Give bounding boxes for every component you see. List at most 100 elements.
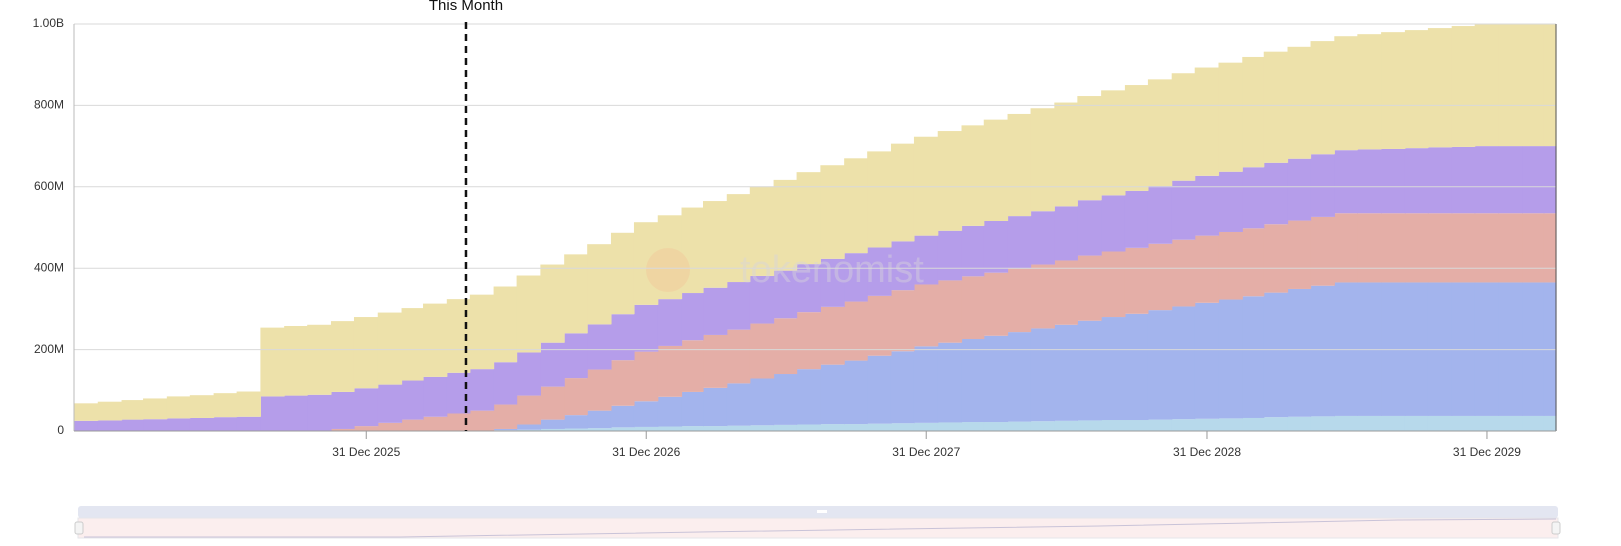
area-step [1147,310,1173,420]
area-step [353,388,379,427]
area-step [937,230,963,281]
axes: 0 200M 400M 600M 800M 1.00B 31 Dec 2025 31 Dec … [33,0,1557,459]
area-step [1124,85,1149,191]
area-step [1054,102,1078,207]
area-step [1101,420,1126,431]
area-step [189,395,215,418]
area-step [844,424,868,431]
watermark-group: tokenomist [646,248,924,292]
area-step [703,287,728,335]
x-tick-label: 31 Dec 2029 [1453,445,1521,459]
area-step [1287,288,1312,417]
area-step [1218,62,1243,172]
area-step [1171,239,1196,307]
area-step [773,374,798,425]
area-step [469,410,495,431]
area-step [726,282,751,330]
area-step [773,179,798,271]
area-step [1451,213,1476,283]
area-step [1147,243,1173,311]
navigator-handle-right[interactable] [1551,521,1561,535]
area-step [610,314,635,361]
area-step [867,355,892,424]
navigator-handle-left[interactable] [74,521,84,535]
area-step [820,424,845,431]
area-step [1242,56,1265,168]
area-step [703,201,728,288]
area-step [143,419,168,431]
area-step [1474,213,1500,283]
area-step [564,254,588,334]
area-step [1101,90,1126,196]
area-step [773,424,798,431]
area-step [844,301,868,361]
area-step [890,351,915,424]
area-step [1357,149,1382,214]
area-step [610,232,635,315]
area-step [633,304,659,352]
area-step [633,426,659,431]
area-step [1263,224,1289,293]
area-step [1263,292,1289,418]
area-step [166,418,191,431]
area-step [867,247,892,296]
area-step [1334,150,1358,214]
area-step [1030,264,1055,329]
area-step [937,342,963,423]
watermark: tokenomist [740,249,924,291]
area-step [1077,200,1102,256]
area-step [1218,418,1243,431]
area-step [1427,415,1453,431]
area-step [1310,416,1335,431]
area-step [1404,148,1429,214]
area-step [587,324,612,370]
area-step [749,425,775,431]
area-step [867,151,892,248]
y-tick-label: 200M [34,342,64,356]
area-step [493,404,518,429]
area-step [1171,306,1196,420]
area-step [516,275,541,353]
area-step [1030,421,1055,431]
area-step [1543,24,1557,147]
area-step [260,327,285,397]
area-step [1498,24,1523,147]
area-step [516,429,541,431]
navigator-grip[interactable] [817,510,827,513]
marker-label: This Month [429,0,503,14]
area-step [97,420,123,431]
area-step [1194,175,1220,236]
area-step [121,400,144,420]
area-step [1077,96,1102,201]
area-step [516,352,541,396]
area-step [726,383,751,426]
area-step [1263,162,1289,225]
area-step [353,426,379,431]
area-step [1310,285,1335,417]
area-step [983,422,1009,431]
area-step [236,391,262,417]
area-step [493,428,518,431]
area-step [913,422,939,431]
area-step [844,253,868,302]
area-step [1194,235,1220,303]
area-step [796,264,821,313]
area-step [633,222,659,305]
area-step [913,235,939,285]
area-step [773,270,798,319]
area-step [446,413,471,431]
area-step [401,419,424,431]
area-step [213,393,238,418]
area-step [564,333,588,379]
area-step [564,428,588,431]
area-step [1263,417,1289,431]
area-step [1498,213,1523,283]
area-step [330,391,355,429]
area-step [1147,185,1173,244]
area-step [1054,420,1078,431]
area-step [1543,213,1557,283]
area-step [1030,211,1055,265]
area-step [703,426,728,431]
area-step [1334,36,1358,151]
area-step [633,351,659,402]
